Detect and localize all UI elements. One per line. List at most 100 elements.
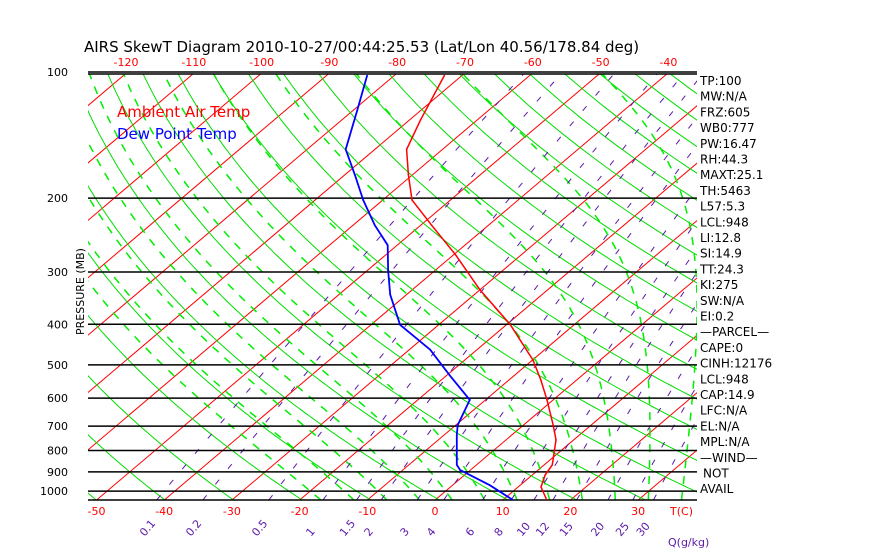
bottom-temp-tick-label: -50	[88, 505, 106, 518]
isotherm-line	[88, 74, 465, 394]
mixing-ratio-tick-label: 1.5	[337, 517, 358, 539]
background-lines	[0, 72, 870, 500]
temperature-point	[544, 474, 546, 476]
index-label: CINH:12176	[700, 357, 772, 371]
index-label: WB0:777	[700, 121, 755, 135]
bottom-temp-tick-label: 20	[563, 505, 577, 518]
temperature-point	[509, 323, 512, 326]
dewpoint-point	[389, 293, 391, 296]
moist-adiabat-line	[88, 74, 453, 500]
moist-adiabat-line	[275, 74, 584, 500]
isotherm-line	[367, 219, 697, 500]
top-temp-tick-label: -120	[114, 56, 139, 69]
mixing-ratio-line	[202, 74, 562, 500]
dewpoint-point	[399, 323, 401, 326]
isotherm-line	[774, 72, 870, 500]
bottom-temp-tick-label: 30	[631, 505, 645, 518]
index-label: TH:5463	[699, 184, 751, 198]
isotherm-line	[570, 392, 697, 500]
temperature-point	[419, 118, 422, 121]
index-label: MAXT:25.1	[700, 168, 763, 182]
isotherm-line	[299, 162, 697, 500]
top-temp-tick-label: -70	[456, 56, 474, 69]
dry-adiabat-line	[423, 74, 697, 284]
index-label: LCL:948	[700, 372, 749, 386]
dry-adiabat-line	[88, 252, 372, 500]
dry-adiabat-line	[88, 434, 166, 500]
dry-adiabat-line	[88, 109, 509, 500]
temperature-point	[540, 486, 542, 488]
dry-adiabat-line	[388, 74, 697, 312]
y-axis-label: PRESSURE (MB)	[74, 248, 87, 335]
mixing-ratio-line	[653, 418, 697, 500]
mixing-ratio-line	[322, 74, 658, 500]
top-temp-tick-label: -40	[659, 56, 677, 69]
index-label: RH:44.3	[700, 153, 748, 167]
dewpoint-point	[387, 269, 389, 271]
temperature-point	[539, 379, 542, 381]
y-tick-label: 300	[47, 266, 68, 279]
dewpoint-point	[373, 224, 376, 226]
dry-adiabat-line	[283, 74, 697, 400]
mixing-ratio-tick-label: 25	[613, 520, 632, 539]
mixing-ratio-tick-label: 12	[533, 520, 552, 539]
dewpoint-point	[448, 374, 451, 376]
dewpoint-point	[344, 148, 347, 151]
isotherm-line	[163, 74, 668, 500]
chart-title: AIRS SkewT Diagram 2010-10-27/00:44:25.5…	[84, 38, 639, 56]
dewpoint-line	[344, 75, 514, 500]
dewpoint-point	[488, 484, 491, 486]
index-label: —PARCEL—	[700, 325, 769, 339]
dry-adiabat-line	[142, 74, 646, 500]
isotherm-line	[231, 105, 697, 500]
dry-adiabat-line	[88, 314, 303, 500]
index-label: TP:100	[699, 74, 742, 88]
moist-adiabat-line	[163, 74, 518, 500]
moist-adiabat-line	[88, 240, 355, 500]
index-label: SW:N/A	[700, 294, 745, 308]
temperature-point	[405, 148, 408, 151]
top-temp-tick-label: -90	[320, 56, 338, 69]
mixing-ratio-line	[552, 271, 697, 500]
isotherm-line	[0, 72, 60, 500]
mixing-ratio-tick-label: 2	[362, 525, 376, 539]
mixing-ratio-tick-label: 0.1	[137, 517, 158, 539]
isotherm-line	[88, 74, 194, 164]
dewpoint-point	[459, 469, 461, 471]
index-label: KI:275	[700, 278, 738, 292]
index-label: SI:14.9	[700, 247, 742, 261]
index-label: LI:12.8	[700, 231, 741, 245]
dewpoint-point	[356, 108, 359, 111]
isotherm-line	[88, 74, 262, 222]
dewpoint-point	[386, 244, 389, 247]
top-temp-tick-label: -50	[592, 56, 610, 69]
index-label: —WIND—	[700, 451, 758, 465]
mixing-ratio-line	[380, 80, 697, 500]
top-temp-tick-label: -80	[388, 56, 406, 69]
dry-adiabat-line	[738, 72, 870, 500]
mixing-ratio-axis-label: Q(g/kg)	[668, 536, 709, 549]
dry-adiabat-line	[669, 74, 697, 95]
isotherm-line	[88, 74, 533, 451]
axis-labels: 0.1 0.2 0.5 1 1.5 2 3 4 6 8 10 12 15 20 25 30Q(g/kg)100…	[40, 56, 709, 549]
moist-adiabat-line	[461, 74, 651, 500]
y-tick-label: 600	[47, 392, 68, 405]
x-axis-label: T(C)	[669, 505, 693, 518]
index-label: CAPE:0	[700, 341, 743, 355]
mixing-ratio-line	[632, 384, 697, 500]
mixing-ratio-tick-label: 3	[398, 525, 412, 539]
bottom-temp-tick-label: -40	[155, 505, 173, 518]
index-label: PW:16.47	[700, 137, 757, 151]
temperature-point	[555, 439, 557, 441]
moist-adiabat-line	[88, 140, 420, 500]
moist-adiabat-line	[88, 195, 388, 500]
temperature-point	[545, 499, 548, 500]
top-temp-tick-label: -100	[249, 56, 274, 69]
sounding-series	[344, 74, 557, 500]
moist-adiabat-line	[212, 74, 551, 500]
moist-adiabat-line	[601, 74, 697, 500]
dewpoint-point	[456, 424, 459, 426]
index-label: TT:24.3	[699, 262, 744, 276]
